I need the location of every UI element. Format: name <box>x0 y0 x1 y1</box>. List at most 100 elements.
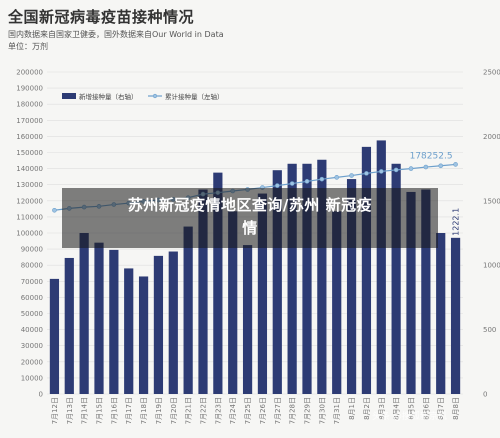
line-point <box>289 181 295 186</box>
y-right-tick-label: 1500 <box>483 197 500 205</box>
bar <box>168 251 178 394</box>
y-right-tick-label: 500 <box>483 326 496 334</box>
x-tick-label: 7月17日 <box>125 397 133 424</box>
y-left-tick-label: 190000 <box>16 85 43 93</box>
x-tick-label: 8月1日 <box>348 397 356 420</box>
line-point <box>349 173 354 178</box>
bar <box>361 146 372 394</box>
bar <box>49 278 60 394</box>
unit-note: 单位：万剂 <box>8 42 48 51</box>
bar <box>346 179 357 394</box>
line-point <box>453 162 458 167</box>
line-point <box>319 176 325 182</box>
x-tick-label: 7月22日 <box>200 397 208 424</box>
y-left-tick-label: 80000 <box>21 262 43 270</box>
bar <box>124 268 134 394</box>
line-end-label: 178252.5 <box>410 151 453 161</box>
bar <box>302 163 312 394</box>
y-right-tick-label: 2500 <box>483 69 500 77</box>
watermark: 头条 @搜狐新京风 <box>372 412 447 422</box>
x-tick-label: 7月29日 <box>304 397 312 424</box>
x-tick-label: 8月3日 <box>378 397 386 420</box>
x-tick-label: 8月8日 <box>452 397 460 420</box>
bar <box>198 189 208 394</box>
x-tick-label: 8月7日 <box>437 397 445 420</box>
line-point <box>304 179 310 184</box>
y-left-tick-label: 140000 <box>16 165 43 173</box>
x-tick-label: 7月20日 <box>170 397 178 424</box>
x-tick-label: 7月24日 <box>229 397 237 424</box>
y-left-tick-label: 170000 <box>16 117 43 125</box>
y-left-tick-label: 120000 <box>16 197 43 205</box>
x-tick-label: 7月23日 <box>214 397 222 424</box>
line-point <box>334 175 340 180</box>
legend-label-line: 累计接种量（左轴） <box>165 92 224 101</box>
bar <box>332 211 342 394</box>
bar <box>450 237 461 394</box>
x-tick-label: 7月31日 <box>333 397 341 424</box>
headline-text[interactable]: 苏州新冠疫情地区查询/苏州 新冠疫 情 <box>62 194 438 240</box>
y-left-tick-label: 160000 <box>16 133 43 141</box>
x-tick-label: 7月19日 <box>155 397 163 424</box>
line-point <box>52 207 57 213</box>
y-right-tick-label: 2000 <box>483 133 500 141</box>
y-right-tick-label: 1000 <box>483 262 500 270</box>
data-source-note: 国内数据来自国家卫健委，国外数据来自Our World in Data <box>8 30 224 39</box>
bar <box>317 159 327 394</box>
x-tick-label: 7月16日 <box>110 397 118 424</box>
bar <box>138 276 149 394</box>
bar <box>153 255 164 394</box>
bar <box>287 163 297 394</box>
x-tick-label: 7月14日 <box>81 397 89 424</box>
y-left-tick-label: 50000 <box>21 310 43 318</box>
x-tick-label: 7月26日 <box>259 397 267 424</box>
bar <box>94 242 104 394</box>
y-left-tick-label: 130000 <box>16 181 43 189</box>
y-left-tick-label: 150000 <box>16 149 43 157</box>
headline-line-2: 情 <box>242 219 258 237</box>
line-point <box>393 167 399 173</box>
bar <box>228 211 238 394</box>
y-left-tick-label: 200000 <box>16 69 43 77</box>
bar <box>391 163 401 394</box>
headline-line-1: 苏州新冠疫情地区查询/苏州 新冠疫 <box>127 196 373 214</box>
y-left-tick-label: 70000 <box>21 278 43 286</box>
line-point <box>438 163 444 169</box>
legend-swatch-bar <box>62 93 76 99</box>
y-left-tick-label: 90000 <box>21 246 43 254</box>
bar <box>436 233 446 394</box>
x-tick-label: 8月5日 <box>408 397 416 420</box>
chart-title: 全国新冠病毒疫苗接种情况 <box>8 8 195 26</box>
x-tick-label: 7月18日 <box>140 397 148 424</box>
x-tick-label: 7月21日 <box>185 397 193 424</box>
y-left-tick-label: 100000 <box>16 230 43 238</box>
x-tick-label: 7月25日 <box>244 397 252 424</box>
line-point <box>378 169 384 174</box>
bar <box>242 245 253 394</box>
y-left-tick-label: 0 <box>39 391 43 399</box>
legend-swatch-point <box>152 93 158 99</box>
x-tick-label: 8月6日 <box>422 397 430 420</box>
bar <box>109 249 119 394</box>
y-right-tick-label: 0 <box>483 391 487 399</box>
headline-banner <box>62 188 438 248</box>
line-point <box>364 171 369 176</box>
x-tick-label: 7月28日 <box>289 397 297 424</box>
bar <box>183 226 193 394</box>
line-point <box>274 183 280 188</box>
y-left-tick-label: 30000 <box>21 342 43 350</box>
x-tick-label: 7月27日 <box>274 397 282 424</box>
x-tick-label: 7月30日 <box>318 397 326 424</box>
y-left-tick-label: 40000 <box>21 326 43 334</box>
bar <box>79 233 89 394</box>
line-point <box>423 164 429 170</box>
bar <box>257 193 268 394</box>
bar <box>406 191 416 394</box>
bar <box>213 172 223 394</box>
bar <box>272 170 282 394</box>
bar <box>64 257 74 394</box>
bar <box>421 189 431 394</box>
y-left-tick-label: 20000 <box>21 358 43 366</box>
x-tick-label: 7月12日 <box>51 397 59 424</box>
